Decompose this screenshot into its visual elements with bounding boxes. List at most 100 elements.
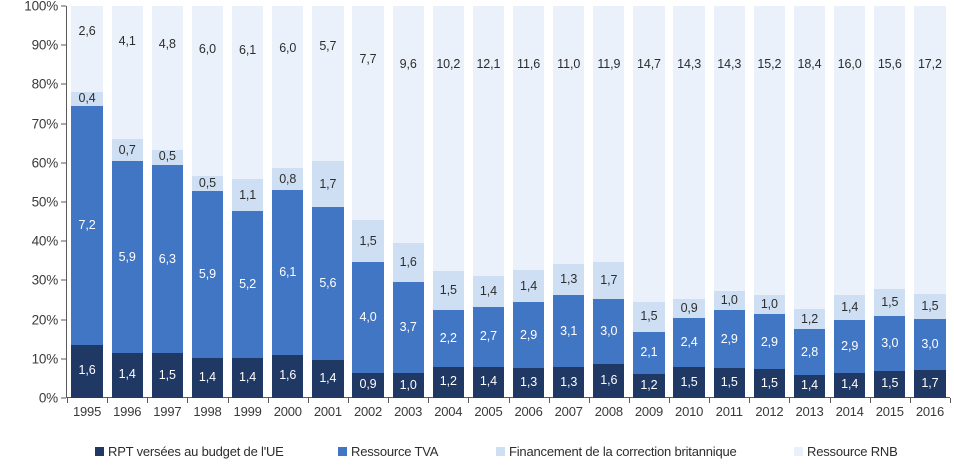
legend-item[interactable]: Financement de la correction britannique	[496, 444, 737, 459]
bar-segment-tva[interactable]: 2,2	[432, 309, 464, 367]
stacked-bar[interactable]: 5,7 1,7 5,6 1,4	[312, 6, 344, 398]
stacked-bar[interactable]: 6,0 0,8 6,1 1,6	[272, 6, 304, 398]
bar-segment-tva[interactable]: 6,3	[151, 164, 183, 354]
bar-group[interactable]: 6,0 0,8 6,1 1,6	[272, 6, 304, 398]
bar-segment-tva[interactable]: 3,7	[392, 282, 424, 374]
bar-segment-rpt[interactable]: 1,4	[472, 366, 505, 398]
bar-segment-rpt[interactable]: 1,4	[312, 359, 344, 398]
bar-segment-tva[interactable]: 2,9	[753, 314, 786, 370]
bar-segment-rnb[interactable]: 9,6	[392, 6, 424, 243]
bar-segment-rpt[interactable]: 1,3	[512, 368, 545, 398]
bar-group[interactable]: 14,3 0,9 2,4 1,5	[673, 6, 705, 398]
bar-segment-rpt[interactable]: 1,4	[793, 374, 826, 398]
bar-segment-corr[interactable]: 1,4	[472, 275, 505, 307]
bar-segment-corr[interactable]: 1,0	[753, 295, 786, 315]
stacked-bar[interactable]: 15,6 1,5 3,0 1,5	[874, 6, 906, 398]
stacked-bar[interactable]: 6,1 1,1 5,2 1,4	[231, 6, 264, 398]
stacked-bar[interactable]: 11,0 1,3 3,1 1,3	[553, 6, 585, 398]
bar-group[interactable]: 6,0 0,5 5,9 1,4	[191, 6, 224, 398]
bar-segment-rnb[interactable]: 12,1	[472, 6, 505, 276]
bar-segment-tva[interactable]: 7,2	[71, 105, 103, 345]
bar-segment-tva[interactable]: 6,1	[272, 189, 304, 355]
bar-segment-tva[interactable]: 2,4	[673, 317, 705, 368]
bar-segment-rpt[interactable]: 1,2	[432, 366, 464, 398]
bar-group[interactable]: 7,7 1,5 4,0 0,9	[352, 6, 384, 398]
bar-group[interactable]: 9,6 1,6 3,7 1,0	[392, 6, 424, 398]
bar-segment-corr[interactable]: 1,3	[553, 264, 585, 295]
bar-segment-corr[interactable]: 1,5	[352, 220, 384, 262]
stacked-bar[interactable]: 17,2 1,5 3,0 1,7	[914, 6, 946, 398]
bar-segment-rpt[interactable]: 1,4	[834, 372, 866, 398]
bar-segment-rnb[interactable]: 4,1	[111, 6, 143, 139]
bar-segment-corr[interactable]: 0,9	[673, 299, 705, 318]
bar-segment-rnb[interactable]: 14,3	[713, 6, 745, 291]
stacked-bar[interactable]: 2,6 0,4 7,2 1,6	[71, 6, 103, 398]
bar-segment-tva[interactable]: 5,2	[231, 210, 264, 359]
bar-segment-tva[interactable]: 4,0	[352, 261, 384, 373]
bar-segment-rnb[interactable]: 6,0	[191, 6, 224, 177]
stacked-bar[interactable]: 14,3 0,9 2,4 1,5	[673, 6, 705, 398]
bar-segment-rpt[interactable]: 1,3	[553, 367, 585, 398]
bar-group[interactable]: 18,4 1,2 2,8 1,4	[793, 6, 826, 398]
bar-segment-rnb[interactable]: 11,0	[553, 6, 585, 265]
bar-segment-rnb[interactable]: 15,2	[753, 6, 786, 296]
bar-group[interactable]: 11,9 1,7 3,0 1,6	[593, 6, 625, 398]
legend-item[interactable]: RPT versées au budget de l'UE	[95, 444, 284, 459]
bar-segment-tva[interactable]: 3,0	[593, 298, 625, 364]
stacked-bar[interactable]: 4,8 0,5 6,3 1,5	[151, 6, 183, 398]
bar-group[interactable]: 17,2 1,5 3,0 1,7	[914, 6, 946, 398]
bar-segment-rnb[interactable]: 5,7	[312, 6, 344, 162]
bar-segment-corr[interactable]: 1,5	[432, 270, 464, 310]
bar-group[interactable]: 4,8 0,5 6,3 1,5	[151, 6, 183, 398]
bar-group[interactable]: 11,0 1,3 3,1 1,3	[553, 6, 585, 398]
stacked-bar[interactable]: 14,3 1,0 2,9 1,5	[713, 6, 745, 398]
bar-segment-corr[interactable]: 1,2	[793, 309, 826, 329]
stacked-bar[interactable]: 18,4 1,2 2,8 1,4	[793, 6, 826, 398]
bar-segment-corr[interactable]: 1,4	[512, 270, 545, 303]
bar-segment-rnb[interactable]: 10,2	[432, 6, 464, 271]
bar-segment-rnb[interactable]: 2,6	[71, 6, 103, 93]
bar-segment-rnb[interactable]: 6,0	[272, 6, 304, 169]
bar-segment-rnb[interactable]: 11,9	[593, 6, 625, 263]
bar-segment-rpt[interactable]: 1,5	[874, 370, 906, 398]
bar-segment-rpt[interactable]: 1,6	[71, 344, 103, 398]
bar-group[interactable]: 12,1 1,4 2,7 1,4	[472, 6, 505, 398]
bar-segment-rnb[interactable]: 4,8	[151, 6, 183, 150]
bar-segment-rpt[interactable]: 1,2	[633, 373, 665, 398]
stacked-bar[interactable]: 10,2 1,5 2,2 1,2	[432, 6, 464, 398]
bar-segment-corr[interactable]: 0,5	[151, 149, 183, 165]
bar-segment-rpt[interactable]: 1,5	[753, 369, 786, 398]
bar-segment-corr[interactable]: 0,7	[111, 138, 143, 162]
bar-segment-rnb[interactable]: 15,6	[874, 6, 906, 290]
legend-item[interactable]: Ressource TVA	[338, 444, 438, 459]
bar-segment-rpt[interactable]: 1,4	[231, 358, 264, 398]
bar-segment-corr[interactable]: 1,5	[874, 289, 906, 317]
bar-segment-rpt[interactable]: 1,7	[914, 369, 946, 398]
bar-segment-rpt[interactable]: 1,5	[673, 367, 705, 398]
bar-segment-tva[interactable]: 2,9	[512, 302, 545, 369]
bar-segment-rpt[interactable]: 0,9	[352, 372, 384, 398]
bar-segment-tva[interactable]: 3,0	[874, 316, 906, 371]
bar-segment-rnb[interactable]: 17,2	[914, 6, 946, 295]
bar-segment-tva[interactable]: 5,6	[312, 207, 344, 360]
bar-group[interactable]: 10,2 1,5 2,2 1,2	[432, 6, 464, 398]
bar-segment-rpt[interactable]: 1,5	[713, 368, 745, 398]
stacked-bar[interactable]: 11,9 1,7 3,0 1,6	[593, 6, 625, 398]
bar-group[interactable]: 6,1 1,1 5,2 1,4	[231, 6, 264, 398]
stacked-bar[interactable]: 4,1 0,7 5,9 1,4	[111, 6, 143, 398]
bar-segment-rnb[interactable]: 11,6	[512, 6, 545, 271]
bar-segment-tva[interactable]: 2,8	[793, 328, 826, 375]
stacked-bar[interactable]: 6,0 0,5 5,9 1,4	[191, 6, 224, 398]
bar-group[interactable]: 4,1 0,7 5,9 1,4	[111, 6, 143, 398]
bar-group[interactable]: 14,3 1,0 2,9 1,5	[713, 6, 745, 398]
bar-segment-rpt[interactable]: 1,0	[392, 373, 424, 398]
bar-group[interactable]: 15,6 1,5 3,0 1,5	[874, 6, 906, 398]
bar-segment-tva[interactable]: 2,7	[472, 306, 505, 367]
stacked-bar[interactable]: 9,6 1,6 3,7 1,0	[392, 6, 424, 398]
bar-group[interactable]: 16,0 1,4 2,9 1,4	[834, 6, 866, 398]
bar-segment-corr[interactable]: 1,6	[392, 242, 424, 283]
stacked-bar[interactable]: 11,6 1,4 2,9 1,3	[512, 6, 545, 398]
bar-segment-corr[interactable]: 1,1	[231, 179, 264, 211]
bar-segment-tva[interactable]: 3,0	[914, 319, 946, 370]
bar-segment-rnb[interactable]: 14,3	[673, 6, 705, 300]
